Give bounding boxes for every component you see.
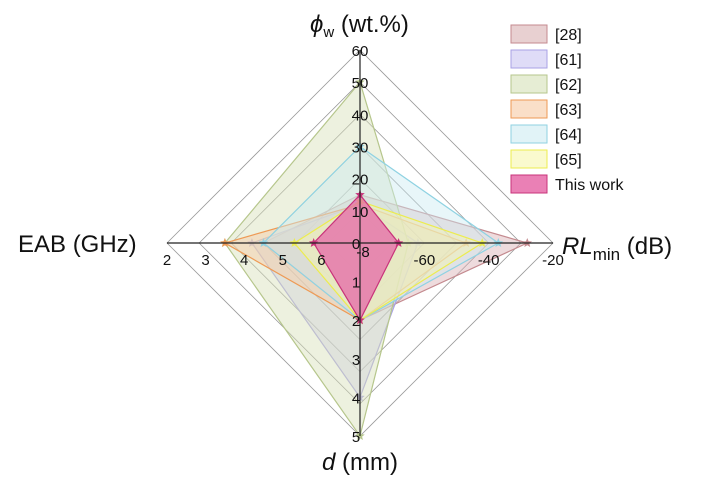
- legend-swatch: [510, 99, 548, 119]
- tick-label-eab: 2: [163, 252, 171, 269]
- tick-label-d: 3: [352, 352, 360, 369]
- axis-title-eab: EAB (GHz): [18, 231, 137, 258]
- axis-title-phi: ϕw (wt.%): [310, 11, 409, 41]
- tick-label-phi: 20: [352, 172, 369, 189]
- tick-label-d: 5: [352, 429, 360, 446]
- legend-swatch: [510, 124, 548, 144]
- tick-label-d: 2: [352, 313, 360, 330]
- tick-label-center: 0: [352, 236, 360, 253]
- radar-series: [220, 77, 533, 441]
- legend-label: [64]: [555, 127, 582, 144]
- legend-swatch: [510, 24, 548, 44]
- axis-title-rl: RLmin (dB): [562, 233, 672, 264]
- tick-label-rl: -60: [413, 252, 435, 269]
- axis-title-d: d (mm): [322, 449, 398, 476]
- legend-label: [28]: [555, 27, 582, 44]
- legend-label: [63]: [555, 102, 582, 119]
- legend-swatch: [510, 49, 548, 69]
- tick-label-eab: 6: [317, 252, 325, 269]
- legend-swatch: [510, 174, 548, 194]
- tick-label-phi: 30: [352, 140, 369, 157]
- tick-label-rl: -40: [478, 252, 500, 269]
- tick-label-phi: 50: [352, 75, 369, 92]
- tick-label-d: 1: [352, 275, 360, 292]
- legend-label: [61]: [555, 52, 582, 69]
- tick-label-phi: 40: [352, 107, 369, 124]
- legend-label: [62]: [555, 77, 582, 94]
- tick-label-rl: -20: [542, 252, 564, 269]
- tick-label-eab: 3: [201, 252, 209, 269]
- tick-label-eab: 4: [240, 252, 248, 269]
- legend-swatch: [510, 149, 548, 169]
- tick-label-phi: 10: [352, 204, 369, 221]
- legend-swatch: [510, 74, 548, 94]
- legend-label: This work: [555, 177, 624, 194]
- tick-label-center: -8: [356, 244, 369, 261]
- tick-label-eab: 5: [279, 252, 287, 269]
- radar-axes: [167, 50, 553, 436]
- legend: [28] [61] [62] [63] [64] [65] This work: [510, 24, 624, 194]
- tick-label-d: 4: [352, 390, 360, 407]
- legend-label: [65]: [555, 152, 582, 169]
- tick-label-phi: 60: [352, 43, 369, 60]
